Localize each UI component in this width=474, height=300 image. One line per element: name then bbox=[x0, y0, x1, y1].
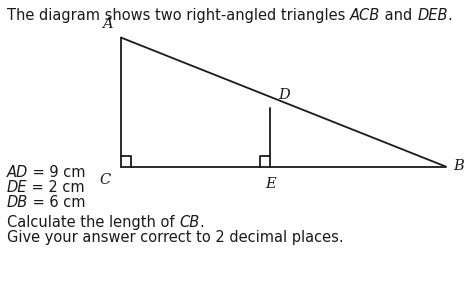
Text: = 6 cm: = 6 cm bbox=[28, 195, 86, 210]
Text: B: B bbox=[454, 160, 465, 173]
Text: DE: DE bbox=[7, 180, 27, 195]
Text: DB: DB bbox=[7, 195, 28, 210]
Text: .: . bbox=[200, 215, 204, 230]
Text: DEB: DEB bbox=[417, 8, 447, 23]
Text: and: and bbox=[380, 8, 417, 23]
Text: The diagram shows two right-angled triangles: The diagram shows two right-angled trian… bbox=[7, 8, 350, 23]
Text: .: . bbox=[447, 8, 452, 23]
Text: Give your answer correct to 2 decimal places.: Give your answer correct to 2 decimal pl… bbox=[7, 230, 344, 245]
Text: CB: CB bbox=[179, 215, 200, 230]
Text: AD: AD bbox=[7, 165, 28, 180]
Text: E: E bbox=[265, 176, 275, 190]
Text: Calculate the length of: Calculate the length of bbox=[7, 215, 179, 230]
Text: ACB: ACB bbox=[350, 8, 380, 23]
Text: = 9 cm: = 9 cm bbox=[28, 165, 86, 180]
Text: C: C bbox=[100, 173, 111, 188]
Text: = 2 cm: = 2 cm bbox=[27, 180, 85, 195]
Text: D: D bbox=[278, 88, 290, 102]
Text: A: A bbox=[102, 17, 113, 32]
